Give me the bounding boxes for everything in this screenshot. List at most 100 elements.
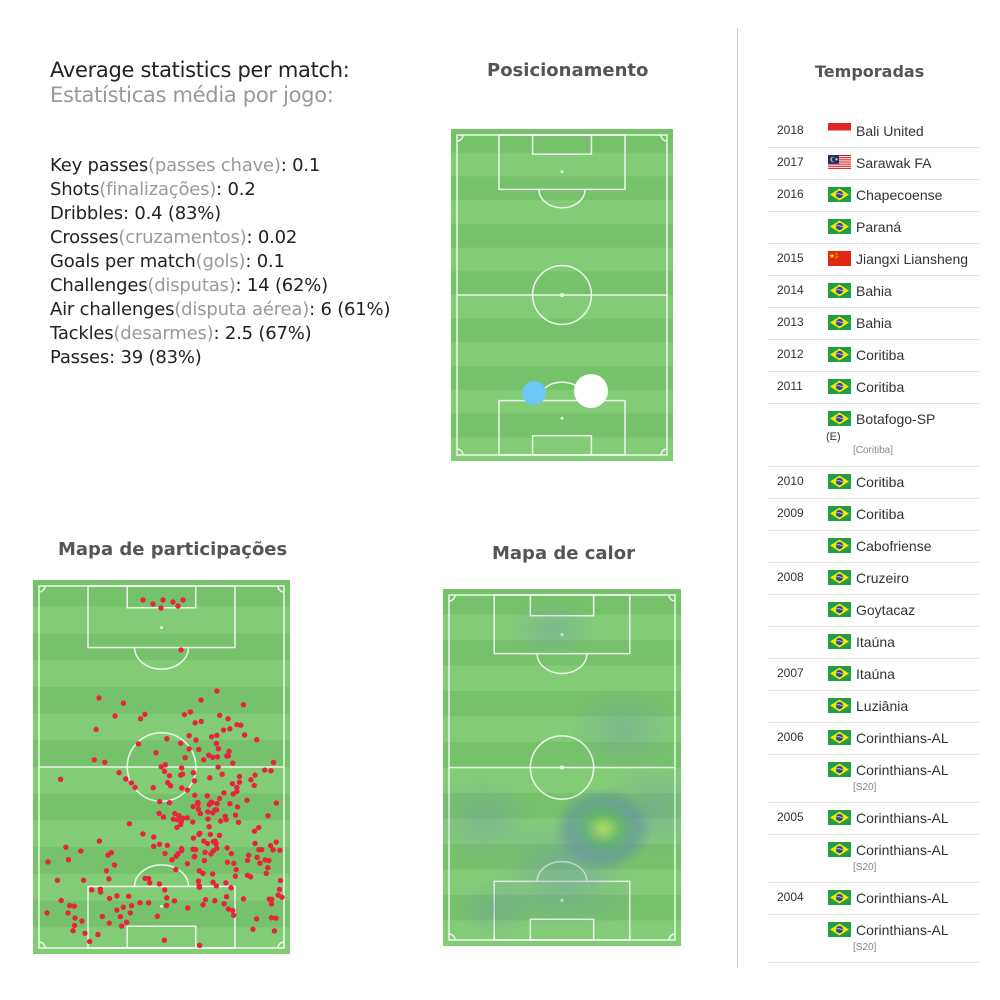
season-club-link[interactable]: Corinthians-AL bbox=[856, 762, 949, 778]
participation-dot bbox=[66, 902, 73, 909]
season-club-link[interactable]: Corinthians-AL bbox=[856, 730, 949, 746]
brazil-flag-icon bbox=[828, 538, 851, 553]
participation-dot bbox=[244, 857, 251, 864]
pitch-center-circle bbox=[531, 264, 593, 326]
participation-dot bbox=[181, 711, 188, 718]
season-club-link[interactable]: Itaúna bbox=[856, 634, 895, 650]
participation-dot bbox=[192, 847, 199, 853]
stat-label-pt: (finalizações) bbox=[99, 179, 217, 200]
season-club-link[interactable]: Itaúna bbox=[856, 666, 895, 682]
participation-dot bbox=[137, 900, 143, 906]
season-club-link[interactable]: Chapecoense bbox=[856, 187, 943, 203]
stat-label-pt: (disputas) bbox=[147, 275, 236, 296]
participation-dot bbox=[156, 841, 163, 847]
participation-dot bbox=[215, 764, 221, 770]
participation-dot bbox=[161, 768, 168, 775]
participation-dot bbox=[198, 697, 204, 703]
participation-dot bbox=[219, 771, 225, 777]
season-row: Paraná bbox=[768, 212, 979, 244]
participation-dot bbox=[112, 713, 118, 719]
season-club-link[interactable]: Coritiba bbox=[856, 379, 905, 395]
participation-dot bbox=[117, 913, 123, 920]
participation-dot bbox=[201, 857, 208, 864]
participation-dot bbox=[197, 810, 204, 817]
participation-dot bbox=[120, 904, 127, 910]
participation-dot bbox=[186, 732, 192, 739]
participation-dot bbox=[250, 926, 256, 932]
participation-dot bbox=[44, 910, 50, 916]
season-club-link[interactable]: Bahia bbox=[856, 283, 892, 299]
participation-dot bbox=[252, 772, 258, 778]
season-club-link[interactable]: Corinthians-AL bbox=[856, 810, 949, 826]
participation-dot bbox=[232, 812, 239, 818]
season-year: 2005 bbox=[777, 810, 804, 824]
season-club-link[interactable]: Luziânia bbox=[856, 698, 909, 714]
season-club-link[interactable]: Botafogo-SP bbox=[856, 411, 936, 427]
participation-dot bbox=[273, 915, 279, 921]
participation-dot bbox=[254, 854, 260, 861]
season-club-link[interactable]: Corinthians-AL bbox=[856, 922, 949, 938]
pitch-corner-arc bbox=[38, 585, 46, 593]
season-club-link[interactable]: Sarawak FA bbox=[856, 155, 932, 171]
season-row: Corinthians-AL [S20] bbox=[768, 915, 979, 963]
participation-dot bbox=[78, 848, 84, 854]
stats-list: Key passes(passes chave): 0.1 Shots(final… bbox=[50, 154, 390, 370]
season-club-link[interactable]: Coritiba bbox=[856, 347, 905, 363]
season-club-link[interactable]: Corinthians-AL bbox=[856, 842, 949, 858]
pitch-goal-box bbox=[531, 435, 593, 456]
participation-dot bbox=[229, 780, 236, 787]
participation-dot bbox=[71, 922, 78, 929]
season-club-link[interactable]: Bali United bbox=[856, 123, 924, 139]
season-year: 2013 bbox=[777, 315, 804, 329]
season-club-link[interactable]: Cruzeiro bbox=[856, 570, 909, 586]
season-club-link[interactable]: Corinthians-AL bbox=[856, 890, 949, 906]
participation-dot bbox=[236, 779, 243, 785]
seasons-title: Temporadas bbox=[815, 62, 925, 81]
season-year: 2018 bbox=[777, 123, 804, 137]
participation-dot bbox=[63, 844, 69, 850]
participation-dot bbox=[270, 847, 276, 853]
pitch-corner-arc bbox=[660, 448, 668, 456]
participation-dot bbox=[170, 816, 177, 822]
participation-dot bbox=[212, 807, 218, 813]
participation-dot bbox=[195, 806, 202, 812]
season-row: 2010 Coritiba bbox=[768, 467, 979, 499]
participation-dot bbox=[178, 845, 185, 852]
season-club-link[interactable]: Coritiba bbox=[856, 506, 905, 522]
participation-dot bbox=[153, 750, 159, 756]
season-club-link[interactable]: Coritiba bbox=[856, 474, 905, 490]
season-year: 2009 bbox=[777, 506, 804, 520]
pitch-corner-arc bbox=[277, 941, 285, 949]
season-club-link[interactable]: Jiangxi Liansheng bbox=[856, 251, 969, 267]
participation-dot bbox=[140, 597, 146, 603]
season-row: 2018 Bali United bbox=[768, 116, 979, 148]
heat-blob-soft bbox=[453, 879, 533, 939]
brazil-flag-icon bbox=[828, 890, 851, 905]
participation-dot bbox=[190, 835, 197, 841]
stat-label-pt: (desarmes) bbox=[113, 323, 214, 344]
heat-blob-soft bbox=[508, 599, 598, 659]
pitch-goal-box bbox=[531, 134, 593, 155]
participation-dot bbox=[234, 788, 240, 795]
season-club-link[interactable]: Paraná bbox=[856, 219, 902, 235]
participation-dot bbox=[222, 813, 228, 819]
pitch-goal-box bbox=[126, 925, 197, 949]
participation-dot bbox=[114, 893, 120, 899]
participation-dot bbox=[195, 878, 202, 884]
participation-dot bbox=[191, 778, 198, 784]
stat-row: Shots(finalizações): 0.2 bbox=[50, 178, 390, 202]
participation-dot bbox=[214, 845, 220, 852]
participation-dot bbox=[200, 902, 206, 908]
participation-dot bbox=[166, 772, 173, 779]
participation-dot bbox=[140, 831, 146, 837]
participation-dot bbox=[176, 812, 182, 819]
pitch-stripe bbox=[33, 686, 290, 714]
season-club-link[interactable]: Bahia bbox=[856, 315, 892, 331]
participation-dot bbox=[106, 895, 113, 902]
participation-dot bbox=[150, 785, 156, 791]
season-club-link[interactable]: Cabofriense bbox=[856, 538, 932, 554]
brazil-flag-icon bbox=[828, 411, 851, 426]
season-club-link[interactable]: Goytacaz bbox=[856, 602, 916, 618]
participation-dot bbox=[123, 776, 129, 782]
season-year: 2015 bbox=[777, 251, 804, 265]
